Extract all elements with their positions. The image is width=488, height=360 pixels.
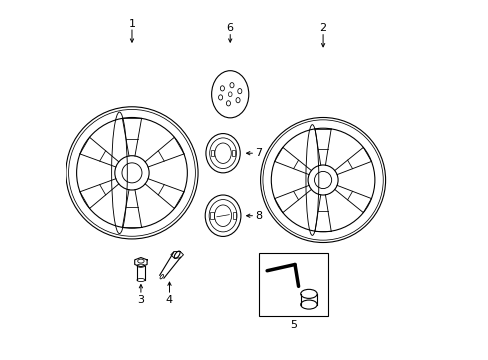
Bar [232,150,235,156]
Text: 7: 7 [255,148,262,158]
Bar [210,212,213,219]
Text: 2: 2 [319,23,326,33]
Text: 5: 5 [290,320,297,330]
Bar [210,150,214,156]
Text: 3: 3 [137,295,144,305]
Text: 6: 6 [226,23,233,33]
Text: 4: 4 [165,295,173,305]
Bar [258,253,328,316]
Text: 1: 1 [128,18,135,28]
Text: 8: 8 [255,211,262,221]
Bar [232,212,235,219]
